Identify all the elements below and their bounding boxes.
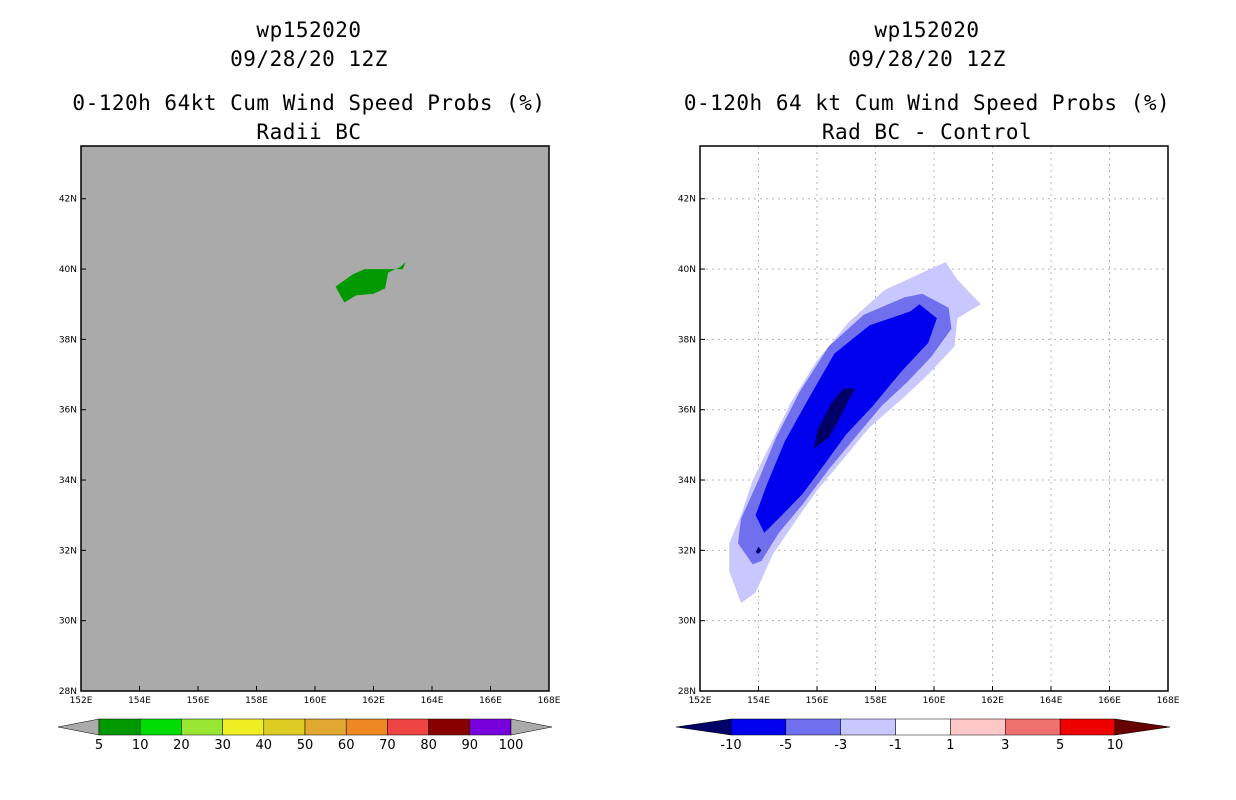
colorbar-segment (387, 718, 429, 736)
contour-region (814, 388, 855, 449)
x-tick-label: 152E (70, 696, 93, 706)
x-tick-label: 160E (304, 696, 327, 706)
x-tick-label: 162E (981, 696, 1004, 706)
x-tick-label: 162E (362, 696, 385, 706)
x-tick-label: 154E (747, 696, 770, 706)
y-tick-label: 34N (678, 476, 696, 486)
colorbar-segment (840, 718, 896, 736)
colorbar-segment (345, 718, 388, 736)
y-tick-label: 36N (678, 406, 696, 416)
colorbar-segment (98, 718, 141, 736)
colorbar-segment (263, 718, 306, 736)
colorbar-lower-arrow (675, 718, 732, 736)
storm-id-title: wp152020 (874, 18, 980, 42)
y-tick-label: 30N (59, 617, 77, 627)
contour-region (755, 304, 937, 533)
y-tick-label: 42N (59, 195, 77, 205)
y-tick-label: 32N (59, 546, 77, 556)
y-tick-label: 38N (59, 335, 77, 345)
contour-region (335, 262, 406, 303)
colorbar-label: 40 (256, 738, 273, 753)
colorbar-label: -1 (889, 738, 902, 753)
x-tick-label: 156E (806, 696, 829, 706)
colorbar-label: -3 (834, 738, 847, 753)
colorbar-label: 20 (173, 738, 190, 753)
colorbar-label: 80 (420, 738, 437, 753)
colorbar-label: 10 (132, 738, 149, 753)
x-tick-label: 152E (689, 696, 712, 706)
y-tick-label: 40N (678, 265, 696, 275)
colorbar-label: 5 (1056, 738, 1064, 753)
x-tick-label: 164E (1040, 696, 1063, 706)
y-tick-label: 42N (678, 195, 696, 205)
contour-region (755, 546, 762, 554)
storm-id-title: wp152020 (256, 18, 362, 42)
colorbar-label: 1 (946, 738, 954, 753)
colorbar-lower-arrow (57, 718, 100, 736)
colorbar-label: 90 (462, 738, 479, 753)
colorbar-segment (1005, 718, 1061, 736)
colorbar-segment (139, 718, 182, 736)
x-tick-label: 168E (1157, 696, 1180, 706)
colorbar-segment (222, 718, 265, 736)
y-tick-label: 30N (678, 617, 696, 627)
colorbar-label: 10 (1107, 738, 1124, 753)
colorbar-label: -10 (720, 738, 741, 753)
colorbar-label: -5 (779, 738, 792, 753)
left-panel: wp152020 09/28/20 12Z 0-120h 64kt Cum Wi… (57, 18, 561, 753)
date-time-title: 09/28/20 12Z (230, 47, 388, 71)
colorbar-segment (1059, 718, 1116, 736)
colorbar-segment (950, 718, 1006, 736)
colorbar-label: 60 (338, 738, 355, 753)
subtitle: Radii BC (256, 120, 362, 144)
x-tick-label: 158E (864, 696, 887, 706)
colorbar-segment (730, 718, 787, 736)
product-title: 0-120h 64 kt Cum Wind Speed Probs (%) (683, 91, 1171, 115)
y-tick-label: 36N (59, 406, 77, 416)
y-tick-label: 40N (59, 265, 77, 275)
colorbar-label: 70 (379, 738, 396, 753)
colorbar-label: 3 (1001, 738, 1009, 753)
probability-map-chart: 152E 154E 156E 158E 160E 162E 164E 166E 168E 28N 3… (57, 145, 561, 753)
colorbar-upper-arrow (510, 718, 553, 736)
x-tick-label: 156E (187, 696, 210, 706)
subtitle: Rad BC - Control (821, 120, 1033, 144)
colorbar-segment (785, 718, 841, 736)
x-tick-label: 154E (128, 696, 151, 706)
colorbar-segment (428, 718, 471, 736)
x-tick-label: 166E (1098, 696, 1121, 706)
plot-area (81, 146, 549, 691)
colorbar-label: 50 (297, 738, 314, 753)
product-title: 0-120h 64kt Cum Wind Speed Probs (%) (72, 91, 546, 115)
right-panel: wp152020 09/28/20 12Z 0-120h 64 kt Cum W… (618, 0, 1236, 800)
colorbar-segment (304, 718, 347, 736)
colorbar-segment (181, 718, 223, 736)
colorbar-segment (469, 718, 512, 736)
x-tick-label: 160E (923, 696, 946, 706)
date-time-title: 09/28/20 12Z (848, 47, 1006, 71)
colorbar-label: 100 (499, 738, 524, 753)
x-tick-label: 166E (479, 696, 502, 706)
y-tick-label: 28N (678, 687, 696, 697)
colorbar-label: 30 (214, 738, 231, 753)
difference-map-chart: 152E 154E 156E 158E 160E 162E 164E 166E 168E 28N 3… (675, 145, 1180, 753)
y-tick-label: 28N (59, 687, 77, 697)
colorbar-label: 5 (95, 738, 103, 753)
y-tick-label: 38N (678, 335, 696, 345)
colorbar-segment (895, 718, 951, 736)
y-tick-label: 32N (678, 546, 696, 556)
x-tick-label: 164E (421, 696, 444, 706)
x-tick-label: 158E (245, 696, 268, 706)
y-tick-label: 34N (59, 476, 77, 486)
x-tick-label: 168E (538, 696, 561, 706)
colorbar-upper-arrow (1114, 718, 1171, 736)
